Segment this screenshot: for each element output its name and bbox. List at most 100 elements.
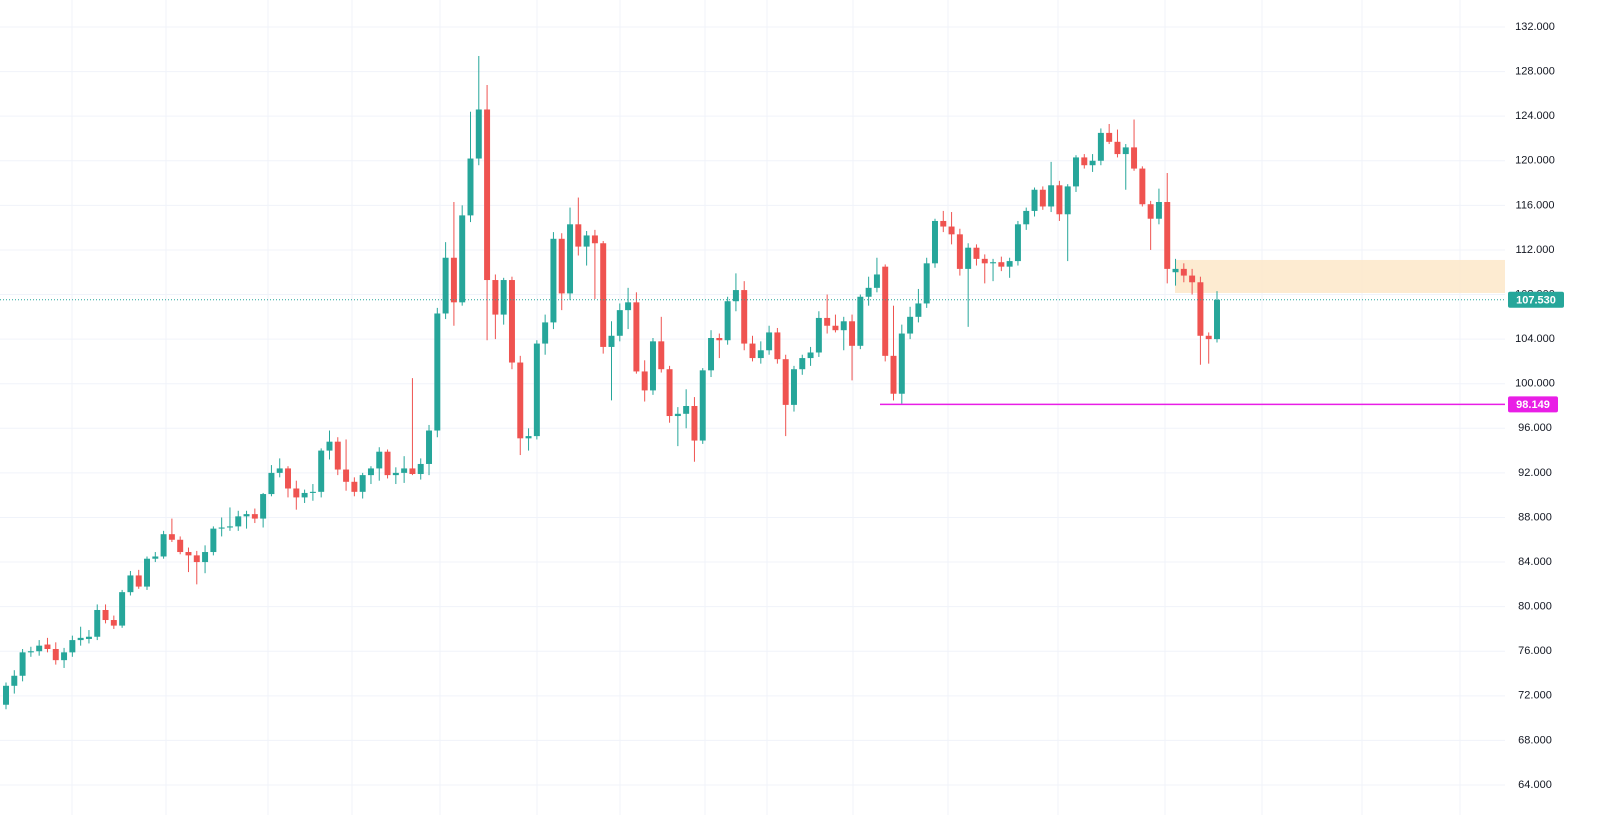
candle-body bbox=[815, 317, 822, 353]
candle-body bbox=[1097, 132, 1104, 161]
candle-body bbox=[202, 552, 209, 563]
y-tick-label: 132.000 bbox=[1515, 21, 1555, 33]
candle-body bbox=[94, 609, 101, 637]
candle-body bbox=[508, 280, 515, 363]
candle-body bbox=[1180, 268, 1187, 276]
candle-body bbox=[127, 575, 134, 593]
candle-body bbox=[1214, 299, 1220, 340]
candle-body bbox=[575, 224, 582, 247]
candle-body bbox=[85, 636, 92, 639]
candle-body bbox=[873, 274, 880, 288]
candle-body bbox=[649, 341, 656, 391]
candle-body bbox=[492, 280, 499, 315]
candle-body bbox=[19, 652, 26, 676]
candle-body bbox=[600, 243, 607, 347]
candle-body bbox=[1006, 261, 1013, 267]
candle-body bbox=[857, 296, 864, 346]
candle-body bbox=[1164, 202, 1171, 269]
candle-body bbox=[285, 468, 291, 489]
candle-body bbox=[708, 338, 715, 371]
last-price-box bbox=[1508, 291, 1564, 308]
level-label-box bbox=[1508, 396, 1558, 413]
candle-body bbox=[384, 451, 391, 476]
candle-body bbox=[367, 468, 374, 476]
candle-body bbox=[691, 406, 698, 441]
y-tick-label: 64.000 bbox=[1518, 779, 1552, 791]
candle-body bbox=[459, 215, 466, 303]
candle-body bbox=[741, 290, 748, 344]
candle-body bbox=[301, 492, 308, 498]
y-tick-label: 68.000 bbox=[1518, 734, 1552, 746]
y-tick-label: 104.000 bbox=[1515, 333, 1555, 345]
candle-body bbox=[591, 235, 598, 244]
candle-body bbox=[500, 280, 507, 315]
candle-body bbox=[484, 109, 491, 281]
candle-body bbox=[716, 338, 723, 341]
candle-body bbox=[11, 675, 18, 686]
candle-body bbox=[824, 317, 831, 326]
candle-body bbox=[890, 355, 897, 394]
candle-body bbox=[1205, 335, 1212, 340]
candle-body bbox=[525, 436, 532, 439]
candle-body bbox=[998, 262, 1005, 267]
candle-body bbox=[260, 494, 267, 519]
candle-body bbox=[948, 226, 955, 235]
candle-body bbox=[309, 491, 316, 493]
candle-body bbox=[807, 352, 814, 359]
candle-body bbox=[981, 258, 988, 264]
zone bbox=[1175, 259, 1505, 293]
candle-body bbox=[666, 369, 673, 417]
candle-body bbox=[334, 441, 341, 470]
candle-body bbox=[840, 321, 847, 331]
y-tick-label: 96.000 bbox=[1518, 422, 1552, 434]
candle-body bbox=[790, 369, 797, 405]
candle-body bbox=[1064, 186, 1071, 215]
candle-body bbox=[1089, 160, 1096, 166]
last-price-label: 107.530 bbox=[1516, 295, 1556, 307]
candle-body bbox=[61, 652, 68, 661]
candle-body bbox=[1023, 210, 1030, 225]
candle-body bbox=[135, 575, 142, 587]
candle-body bbox=[1172, 268, 1179, 273]
candle-body bbox=[1056, 185, 1063, 215]
candle-body bbox=[1081, 157, 1088, 166]
candle-body bbox=[152, 556, 159, 559]
y-tick-label: 88.000 bbox=[1518, 511, 1552, 523]
candle-body bbox=[144, 558, 150, 587]
candle-body bbox=[110, 620, 117, 626]
candle-body bbox=[1189, 275, 1196, 283]
candle-body bbox=[1147, 204, 1154, 219]
candle-body bbox=[583, 235, 590, 247]
candle-body bbox=[475, 109, 482, 159]
y-tick-label: 124.000 bbox=[1515, 110, 1555, 122]
candle-body bbox=[567, 224, 574, 294]
candle-body bbox=[376, 451, 383, 469]
candle-body bbox=[1139, 168, 1146, 205]
y-tick-label: 72.000 bbox=[1518, 690, 1552, 702]
candle-body bbox=[898, 333, 905, 394]
candle-body bbox=[318, 450, 325, 492]
candle-body bbox=[392, 472, 399, 476]
y-tick-label: 84.000 bbox=[1518, 556, 1552, 568]
candle-body bbox=[343, 469, 350, 482]
candle-body bbox=[956, 234, 963, 269]
candle-body bbox=[417, 463, 424, 474]
candle-body bbox=[467, 158, 474, 216]
candle-body bbox=[658, 341, 665, 370]
candle-body bbox=[849, 321, 856, 346]
candle-body bbox=[119, 592, 126, 626]
candle-body bbox=[757, 350, 764, 359]
candle-body bbox=[450, 257, 457, 303]
candle-body bbox=[235, 516, 242, 527]
candle-body bbox=[832, 325, 839, 331]
candle-body bbox=[674, 413, 681, 417]
candle-body bbox=[882, 266, 889, 356]
candle-body bbox=[434, 313, 441, 431]
candle-body bbox=[69, 640, 76, 653]
candle-body bbox=[932, 220, 938, 264]
candle-body bbox=[1039, 189, 1046, 207]
y-tick-label: 116.000 bbox=[1516, 199, 1555, 211]
candle-body bbox=[683, 406, 690, 414]
candle-body bbox=[1031, 189, 1038, 211]
candle-body bbox=[732, 290, 739, 302]
